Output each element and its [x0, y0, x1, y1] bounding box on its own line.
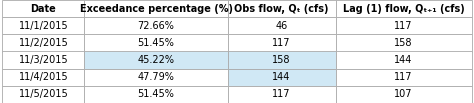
Bar [2, 17, 84, 34]
Bar [2, 52, 84, 69]
Text: 117: 117 [394, 21, 413, 31]
Bar [2, 69, 84, 86]
Bar [228, 17, 336, 34]
Text: 11/3/2015: 11/3/2015 [18, 55, 68, 65]
Text: Lag (1) flow, Qₜ₊₁ (cfs): Lag (1) flow, Qₜ₊₁ (cfs) [343, 4, 465, 14]
Text: Obs flow, Qₜ (cfs): Obs flow, Qₜ (cfs) [234, 4, 329, 14]
Text: 46: 46 [275, 21, 288, 31]
Text: Date: Date [30, 4, 56, 14]
Text: 11/1/2015: 11/1/2015 [18, 21, 68, 31]
Text: 47.79%: 47.79% [137, 72, 174, 82]
Bar [2, 86, 84, 103]
Text: Exceedance percentage (%): Exceedance percentage (%) [80, 4, 233, 14]
Bar [336, 0, 472, 17]
Bar [336, 17, 472, 34]
Bar [336, 86, 472, 103]
Bar [84, 0, 228, 17]
Text: 45.22%: 45.22% [137, 55, 174, 65]
Bar [84, 86, 228, 103]
Bar [228, 0, 336, 17]
Text: 117: 117 [394, 72, 413, 82]
Bar [228, 52, 336, 69]
Bar [228, 34, 336, 52]
Text: 107: 107 [394, 89, 413, 99]
Bar [228, 86, 336, 103]
Text: 117: 117 [273, 38, 291, 48]
Text: 72.66%: 72.66% [137, 21, 174, 31]
Text: 51.45%: 51.45% [137, 89, 174, 99]
Bar [84, 52, 228, 69]
Bar [228, 69, 336, 86]
Text: 51.45%: 51.45% [137, 38, 174, 48]
Text: 144: 144 [394, 55, 413, 65]
Bar [336, 34, 472, 52]
Bar [84, 17, 228, 34]
Text: 11/5/2015: 11/5/2015 [18, 89, 68, 99]
Bar [336, 52, 472, 69]
Text: 144: 144 [273, 72, 291, 82]
Bar [2, 0, 84, 17]
Text: 11/2/2015: 11/2/2015 [18, 38, 68, 48]
Text: 158: 158 [394, 38, 413, 48]
Text: 158: 158 [273, 55, 291, 65]
Bar [84, 69, 228, 86]
Bar [336, 69, 472, 86]
Text: 11/4/2015: 11/4/2015 [18, 72, 68, 82]
Text: 117: 117 [273, 89, 291, 99]
Bar [2, 34, 84, 52]
Bar [84, 34, 228, 52]
